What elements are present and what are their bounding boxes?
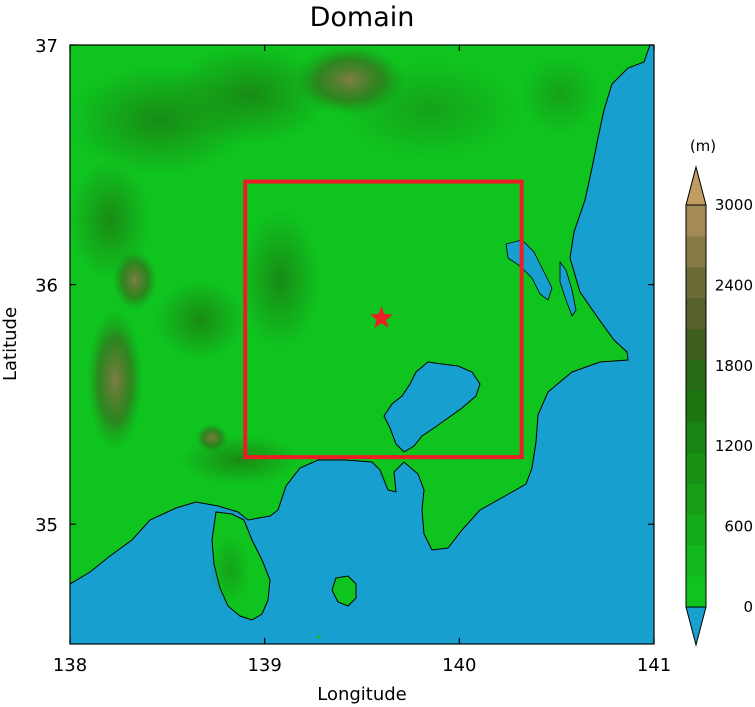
colorbar-segment [685,165,707,206]
colorbar-tick-label: 1800 [715,357,753,375]
x-tick-label: 138 [53,655,87,676]
colorbar-segment [686,359,706,392]
x-tick-label: 139 [247,655,281,676]
x-axis-ticks: 138 139 140 141 [53,45,671,676]
y-axis-ticks: 35 36 37 [35,36,654,536]
colorbar-segment [686,514,706,546]
colorbar-segment [685,606,707,647]
inner-domain-box [243,179,524,460]
colorbar-segment [686,452,706,484]
map-plot-area [70,45,654,644]
colorbar-tick-label: 1200 [715,437,753,455]
star-icon [370,306,393,328]
colorbar-tick-label: 600 [724,518,753,536]
colorbar-segment [686,483,706,515]
y-tick-label: 35 [35,515,58,536]
y-axis-label: Latitude [0,307,21,381]
colorbar-segment [686,421,706,453]
colorbar: 0 600 1200 1800 2400 3000 [685,165,753,647]
colorbar-segment [686,390,706,422]
colorbar-tick-label: 3000 [715,196,753,214]
lake-kitaura [559,260,577,317]
colorbar-segment [686,235,706,268]
colorbar-segment [686,297,706,330]
terrain-relief [70,45,600,605]
colorbar-segment [686,205,706,237]
map-title: Domain [310,2,415,33]
colorbar-tick-label: 2400 [715,276,753,294]
colorbar-segment [686,328,706,361]
x-tick-label: 141 [637,655,671,676]
colorbar-frame [685,204,707,608]
colorbar-segment [686,576,706,608]
plot-frame [69,44,655,645]
x-axis-label: Longitude [317,684,407,705]
lake-kasumigaura [505,239,553,301]
x-tick-label: 140 [442,655,476,676]
y-tick-label: 36 [35,276,58,297]
colorbar-segment [686,545,706,577]
colorbar-segment [686,266,706,299]
colorbar-tick-label: 0 [743,598,753,616]
y-tick-label: 37 [35,36,58,57]
colorbar-unit-label: (m) [690,137,716,155]
oshima-island [331,575,357,607]
tokyo-bay [383,361,481,453]
